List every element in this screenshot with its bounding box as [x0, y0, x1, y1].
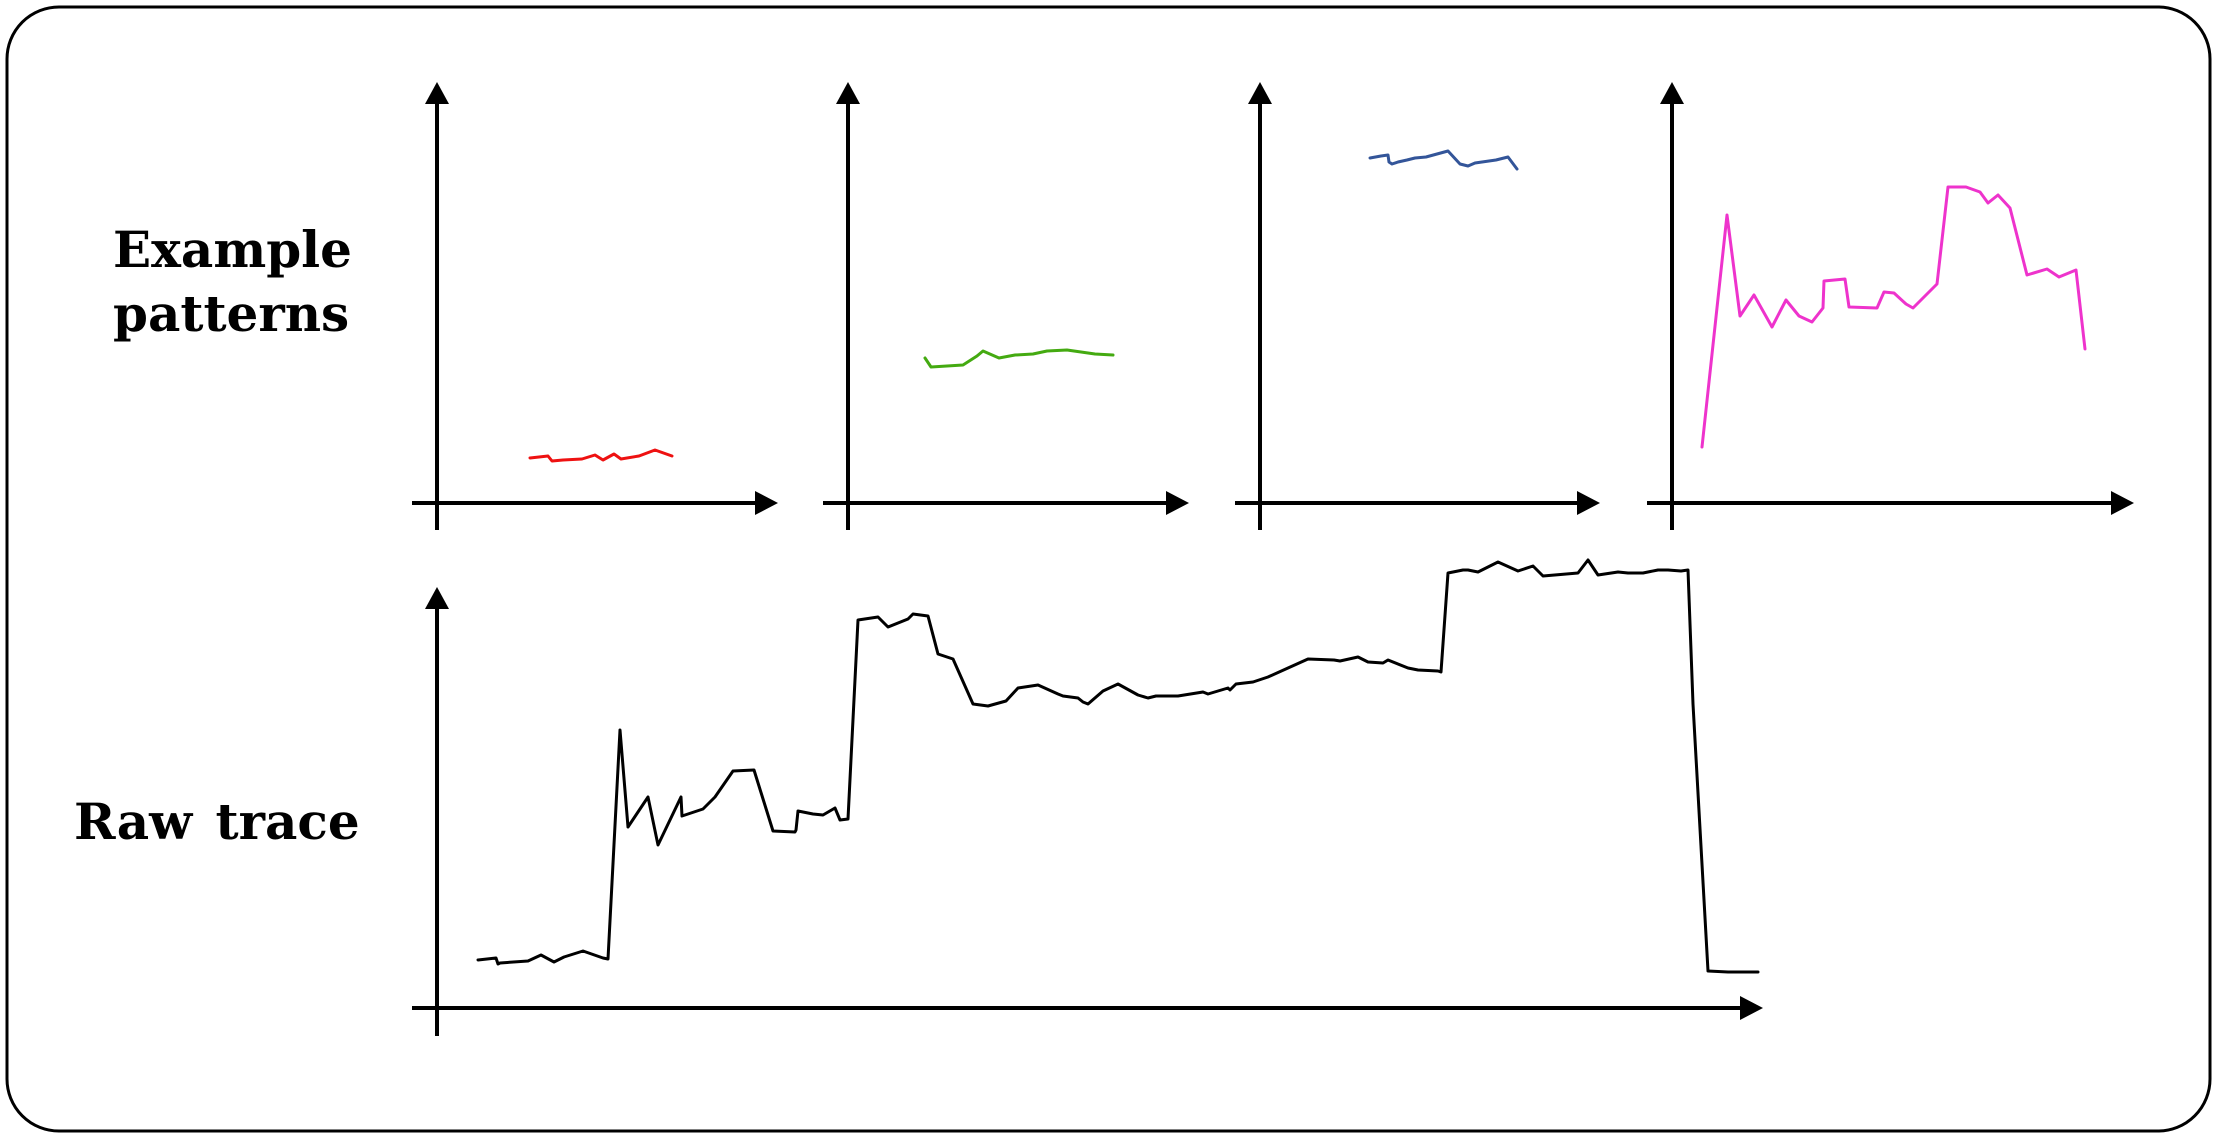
pattern-axes-2 [823, 82, 1189, 530]
pattern-axes-3 [1235, 82, 1600, 530]
y-axis-arrowhead-icon [836, 82, 860, 104]
y-axis-arrowhead-icon [425, 587, 449, 609]
x-axis-arrowhead-icon [1166, 491, 1189, 515]
y-axis-arrowhead-icon [1248, 82, 1272, 104]
x-axis-arrowhead-icon [2111, 491, 2134, 515]
curves-layer [476, 149, 2087, 974]
outer-frame [5, 5, 2212, 1133]
example-patterns-label-line2: patterns [113, 284, 350, 343]
pattern-1-line [528, 448, 674, 463]
example-patterns-label: Example patterns [113, 218, 352, 346]
pattern-4-line [1700, 185, 2087, 449]
x-axis-arrowhead-icon [1577, 491, 1600, 515]
raw-trace-label: Raw trace [74, 792, 360, 851]
raw-trace-line [476, 558, 1760, 974]
pattern-axes-4 [1647, 82, 2134, 530]
x-axis-arrowhead-icon [1740, 996, 1763, 1020]
example-patterns-label-line1: Example [113, 220, 352, 279]
y-axis-arrowhead-icon [425, 82, 449, 104]
raw-trace-axes [412, 587, 1763, 1036]
y-axis-arrowhead-icon [1660, 82, 1684, 104]
pattern-3-line [1368, 149, 1519, 171]
pattern-axes-1 [412, 82, 778, 530]
pattern-2-line [923, 348, 1115, 369]
x-axis-arrowhead-icon [755, 491, 778, 515]
